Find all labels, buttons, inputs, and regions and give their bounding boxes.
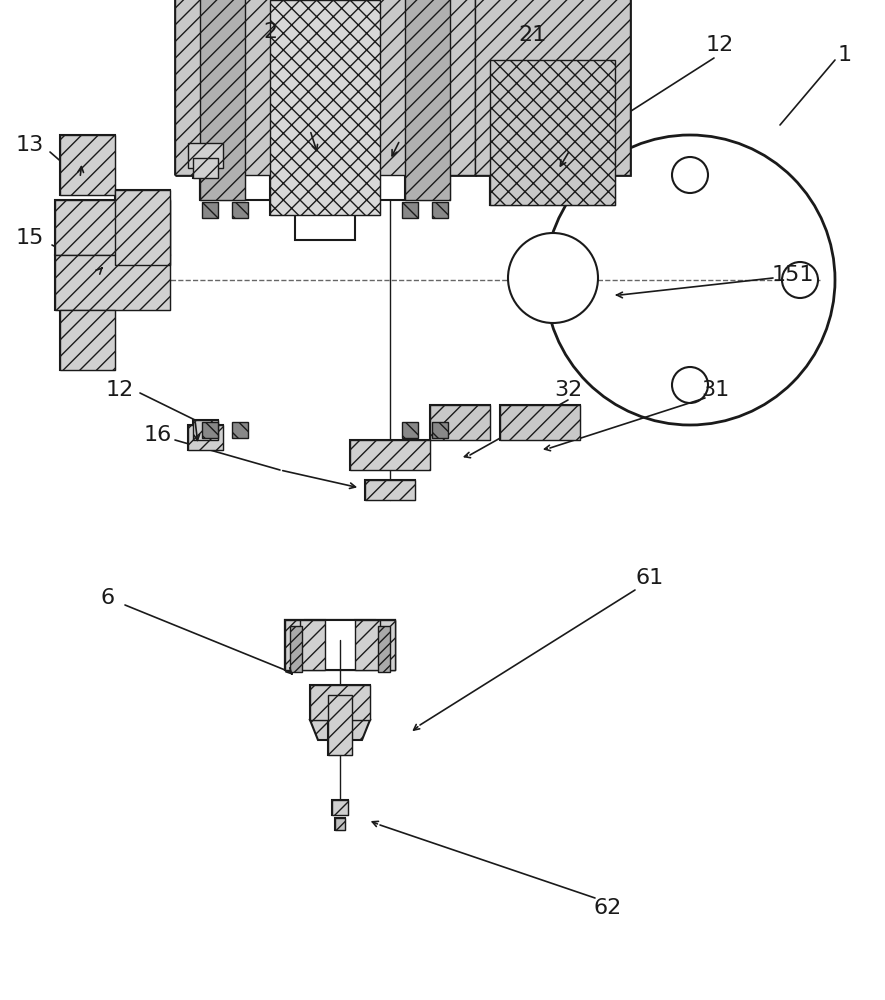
Bar [365, 480, 415, 500]
Bar [188, 425, 223, 450]
Bar [193, 158, 218, 178]
Bar [328, 695, 352, 755]
Bar [430, 405, 490, 440]
Circle shape [672, 367, 708, 403]
Bar [475, 0, 630, 175]
Bar [335, 818, 345, 830]
Bar [490, 60, 615, 205]
Bar [475, 0, 630, 175]
Bar [202, 422, 218, 438]
Bar [55, 200, 170, 255]
Bar [490, 60, 615, 205]
Bar [378, 626, 390, 672]
Bar [430, 405, 490, 440]
Bar [285, 620, 325, 670]
Bar [332, 800, 348, 815]
Bar [60, 135, 115, 195]
Bar [285, 620, 325, 670]
Bar [202, 202, 218, 218]
Bar [232, 422, 248, 438]
Circle shape [508, 233, 598, 323]
Bar [175, 0, 475, 175]
Bar [335, 818, 345, 830]
Bar [328, 695, 352, 755]
Bar [200, 0, 450, 200]
Bar [432, 422, 448, 438]
Bar [270, 0, 380, 215]
Bar [60, 135, 115, 195]
Bar [270, 0, 380, 215]
Bar [310, 685, 370, 720]
Text: 32: 32 [554, 380, 582, 400]
Bar [55, 200, 170, 255]
Circle shape [672, 157, 708, 193]
Bar [193, 420, 218, 440]
Bar [405, 0, 450, 200]
Text: 16: 16 [144, 425, 172, 445]
Bar [193, 420, 218, 440]
Bar [200, 0, 245, 200]
Text: 13: 13 [16, 135, 44, 155]
Bar [500, 405, 580, 440]
Bar [305, 620, 375, 670]
Bar [355, 620, 395, 670]
Text: 61: 61 [636, 568, 664, 588]
Text: 21: 21 [519, 25, 547, 45]
Bar [285, 620, 395, 670]
Text: 2: 2 [263, 22, 277, 42]
Bar [490, 60, 615, 205]
Bar [285, 620, 300, 670]
Bar [290, 626, 302, 672]
Bar [500, 405, 580, 440]
Bar [295, 180, 355, 240]
Bar [115, 190, 170, 265]
Text: 6: 6 [101, 588, 115, 608]
Bar [60, 310, 115, 370]
Text: 1: 1 [838, 45, 852, 65]
Bar [193, 158, 218, 178]
Bar [402, 422, 418, 438]
Bar [365, 480, 415, 500]
Bar [380, 620, 395, 670]
Text: 151: 151 [772, 265, 814, 285]
Bar [188, 425, 223, 450]
Bar [405, 0, 450, 200]
Bar [332, 800, 348, 815]
Bar [60, 310, 115, 370]
Bar [310, 685, 370, 720]
Bar [175, 0, 475, 175]
Text: 12: 12 [706, 35, 735, 55]
Bar [188, 143, 223, 168]
Bar [350, 440, 430, 470]
Bar [432, 202, 448, 218]
Bar [232, 202, 248, 218]
Bar [200, 0, 245, 200]
Bar [355, 620, 395, 670]
Polygon shape [310, 720, 370, 740]
Bar [188, 143, 223, 168]
Bar [115, 190, 170, 265]
Bar [350, 440, 430, 470]
Circle shape [782, 262, 818, 298]
Text: 62: 62 [594, 898, 622, 918]
Bar [55, 255, 170, 310]
Text: 15: 15 [16, 228, 44, 248]
Text: 31: 31 [701, 380, 729, 400]
Bar [285, 620, 395, 670]
Text: 12: 12 [106, 380, 135, 400]
Bar [55, 255, 170, 310]
Bar [402, 202, 418, 218]
